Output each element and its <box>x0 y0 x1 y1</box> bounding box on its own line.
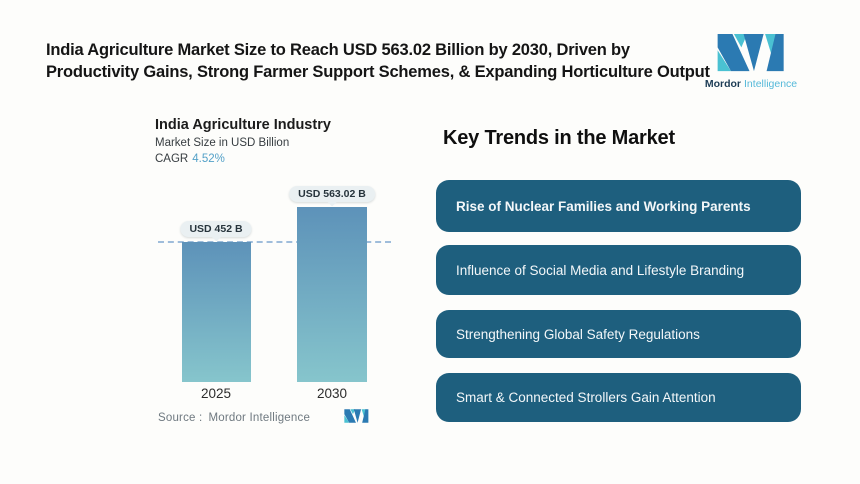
trend-card-safety-regulations[interactable]: Strengthening Global Safety Regulations <box>436 310 801 358</box>
brand-name-light: Intelligence <box>744 78 798 90</box>
trends-heading: Key Trends in the Market <box>443 127 675 149</box>
mordor-logo-icon <box>717 33 784 72</box>
cagr-label: CAGR <box>155 153 189 165</box>
brand-name-bold: Mordor <box>704 78 742 90</box>
page-title: India Agriculture Market Size to Reach U… <box>46 39 710 83</box>
value-label-1-text: USD 563.02 B <box>298 188 366 200</box>
value-label-0: USD 452 B <box>180 221 252 237</box>
cagr-value: 4.52% <box>192 153 225 165</box>
chart-subtitle: Market Size in USD Billion <box>155 137 290 149</box>
brand-logo: Mordor Intelligence <box>704 31 798 90</box>
bar-2025 <box>182 242 251 382</box>
trend-card-label: Smart & Connected Strollers Gain Attenti… <box>456 390 716 405</box>
brand-name: Mordor Intelligence <box>704 78 798 90</box>
page-title-line1: India Agriculture Market Size to Reach U… <box>46 41 630 59</box>
source-label: Source : <box>158 412 203 424</box>
trend-card-nuclear-families[interactable]: Rise of Nuclear Families and Working Par… <box>436 180 801 232</box>
trend-card-label: Influence of Social Media and Lifestyle … <box>456 262 745 278</box>
mordor-logo-small-icon <box>344 409 369 423</box>
chart-cagr: CAGR 4.52% <box>155 153 225 165</box>
trend-card-social-media[interactable]: Influence of Social Media and Lifestyle … <box>436 245 801 295</box>
source-value: Mordor Intelligence <box>208 412 311 424</box>
reference-dashed-line <box>158 241 391 243</box>
trend-card-smart-strollers[interactable]: Smart & Connected Strollers Gain Attenti… <box>436 373 801 422</box>
value-label-1: USD 563.02 B <box>289 186 375 202</box>
trend-card-label: Strengthening Global Safety Regulations <box>456 326 700 342</box>
chart-title: India Agriculture Industry <box>155 117 331 133</box>
bar-plot: USD 452 B USD 563.02 B 2025 2030 <box>158 180 403 401</box>
x-axis-label-2025: 2025 <box>200 386 232 401</box>
page-title-line2: Productivity Gains, Strong Farmer Suppor… <box>46 63 710 81</box>
trend-card-label: Rise of Nuclear Families and Working Par… <box>456 198 751 214</box>
value-label-0-text: USD 452 B <box>189 223 243 235</box>
x-axis-label-2030: 2030 <box>316 386 348 401</box>
bar-2030 <box>297 207 367 382</box>
chart-source: Source : Mordor Intelligence <box>158 412 310 424</box>
